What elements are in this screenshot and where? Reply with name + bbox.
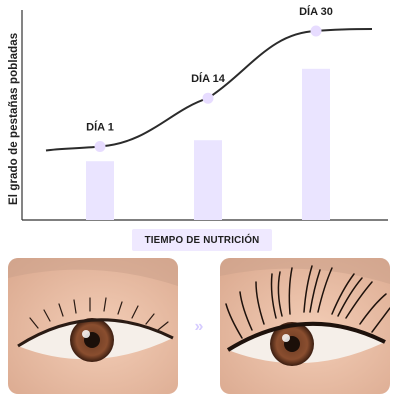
chart: DÍA 1 DÍA 14 DÍA 30 El grado de pestañas p… bbox=[8, 5, 388, 251]
y-axis-label: El grado de pestañas pobladas bbox=[8, 32, 20, 205]
x-axis-label-text: TIEMPO DE NUTRICIÓN bbox=[144, 234, 260, 246]
trend-point-2 bbox=[202, 92, 214, 104]
after-eye-photo bbox=[220, 258, 390, 394]
category-label-3: DÍA 30 bbox=[299, 5, 333, 18]
chart-svg: DÍA 1 DÍA 14 DÍA 30 bbox=[21, 5, 388, 221]
x-axis-label: TIEMPO DE NUTRICIÓN bbox=[132, 229, 272, 251]
trend-point-1 bbox=[94, 141, 106, 152]
trend-point-3 bbox=[310, 25, 322, 37]
category-label-2: DÍA 14 bbox=[191, 72, 226, 85]
bar-2 bbox=[194, 140, 222, 220]
bar-1 bbox=[86, 161, 114, 220]
before-eye-photo bbox=[8, 258, 178, 394]
bar-3 bbox=[302, 68, 330, 220]
double-chevron-right-icon: » bbox=[194, 318, 204, 335]
category-label-1: DÍA 1 bbox=[86, 121, 114, 134]
